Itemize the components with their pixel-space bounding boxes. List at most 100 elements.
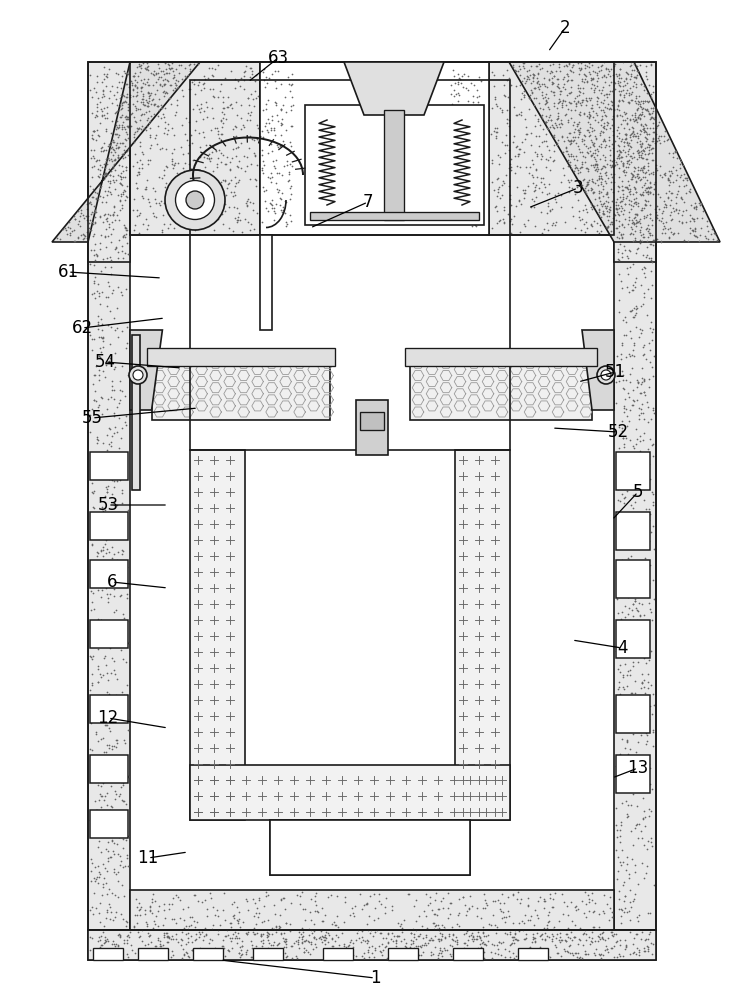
Point xyxy=(644,184,656,200)
Point xyxy=(452,213,464,229)
Point xyxy=(92,611,103,627)
Point xyxy=(97,82,109,98)
Point xyxy=(98,792,110,808)
Point xyxy=(525,82,537,98)
Point xyxy=(121,89,132,105)
Point xyxy=(539,920,551,936)
Point xyxy=(620,698,632,714)
Point xyxy=(561,73,573,89)
Point xyxy=(256,914,268,930)
Point xyxy=(688,227,700,243)
Point xyxy=(95,844,107,860)
Point xyxy=(651,207,663,223)
Point xyxy=(263,887,275,903)
Point xyxy=(633,942,645,958)
Point xyxy=(658,166,670,182)
Point xyxy=(253,892,265,908)
Point xyxy=(619,656,631,672)
Point xyxy=(156,224,168,240)
Point xyxy=(626,752,638,768)
Point xyxy=(469,98,481,114)
Point xyxy=(565,146,577,162)
Point xyxy=(179,155,190,171)
Point xyxy=(632,513,644,529)
Point xyxy=(217,110,228,126)
Point xyxy=(626,360,638,376)
Point xyxy=(116,117,128,133)
Point xyxy=(620,938,632,954)
Point xyxy=(151,82,163,98)
Point xyxy=(624,111,636,127)
Point xyxy=(226,100,238,116)
Point xyxy=(105,226,117,242)
Point xyxy=(544,162,556,178)
Point xyxy=(637,702,649,718)
Point xyxy=(91,623,103,639)
Point xyxy=(589,151,600,167)
Point xyxy=(434,942,446,958)
Point xyxy=(603,204,615,220)
Point xyxy=(633,702,645,718)
Point xyxy=(632,128,644,144)
Point xyxy=(618,112,629,128)
Point xyxy=(498,909,510,925)
Point xyxy=(356,948,368,964)
Point xyxy=(631,300,643,316)
Point xyxy=(238,81,250,97)
Point xyxy=(184,63,196,79)
Point xyxy=(644,506,656,522)
Point xyxy=(432,901,443,917)
Point xyxy=(522,69,534,85)
Point xyxy=(115,642,127,658)
Point xyxy=(118,182,130,198)
Point xyxy=(127,88,139,104)
Point xyxy=(670,189,682,205)
Point xyxy=(542,90,554,106)
Point xyxy=(235,110,247,126)
Point xyxy=(623,138,635,154)
Point xyxy=(583,104,595,120)
Point xyxy=(140,914,152,930)
Point xyxy=(498,934,510,950)
Point xyxy=(461,80,472,96)
Point xyxy=(112,618,124,634)
Point xyxy=(319,907,331,923)
Point xyxy=(618,120,630,136)
Point xyxy=(673,202,685,218)
Point xyxy=(144,113,156,129)
Point xyxy=(621,710,633,726)
Point xyxy=(447,175,459,191)
Point xyxy=(74,218,86,234)
Point xyxy=(95,819,107,835)
Point xyxy=(583,903,594,919)
Point xyxy=(612,137,624,153)
Point xyxy=(544,107,556,123)
Point xyxy=(276,167,288,183)
Point xyxy=(634,162,646,178)
Point xyxy=(527,69,539,85)
Point xyxy=(155,100,167,116)
Point xyxy=(623,903,635,919)
Point xyxy=(260,115,272,131)
Point xyxy=(87,376,99,392)
Point xyxy=(639,197,651,213)
Point xyxy=(229,118,241,134)
Point xyxy=(643,335,655,351)
Point xyxy=(614,664,626,680)
Point xyxy=(638,650,650,666)
Point xyxy=(621,663,633,679)
Point xyxy=(636,830,648,846)
Point xyxy=(257,64,269,80)
Point xyxy=(632,214,644,230)
Point xyxy=(149,67,161,83)
Point xyxy=(94,180,106,196)
Point xyxy=(330,908,342,924)
Point xyxy=(464,147,475,163)
Point xyxy=(96,159,108,175)
Point xyxy=(501,926,513,942)
Point xyxy=(97,730,109,746)
Point xyxy=(380,930,392,946)
Point xyxy=(565,72,577,88)
Point xyxy=(96,107,108,123)
Point xyxy=(627,167,639,183)
